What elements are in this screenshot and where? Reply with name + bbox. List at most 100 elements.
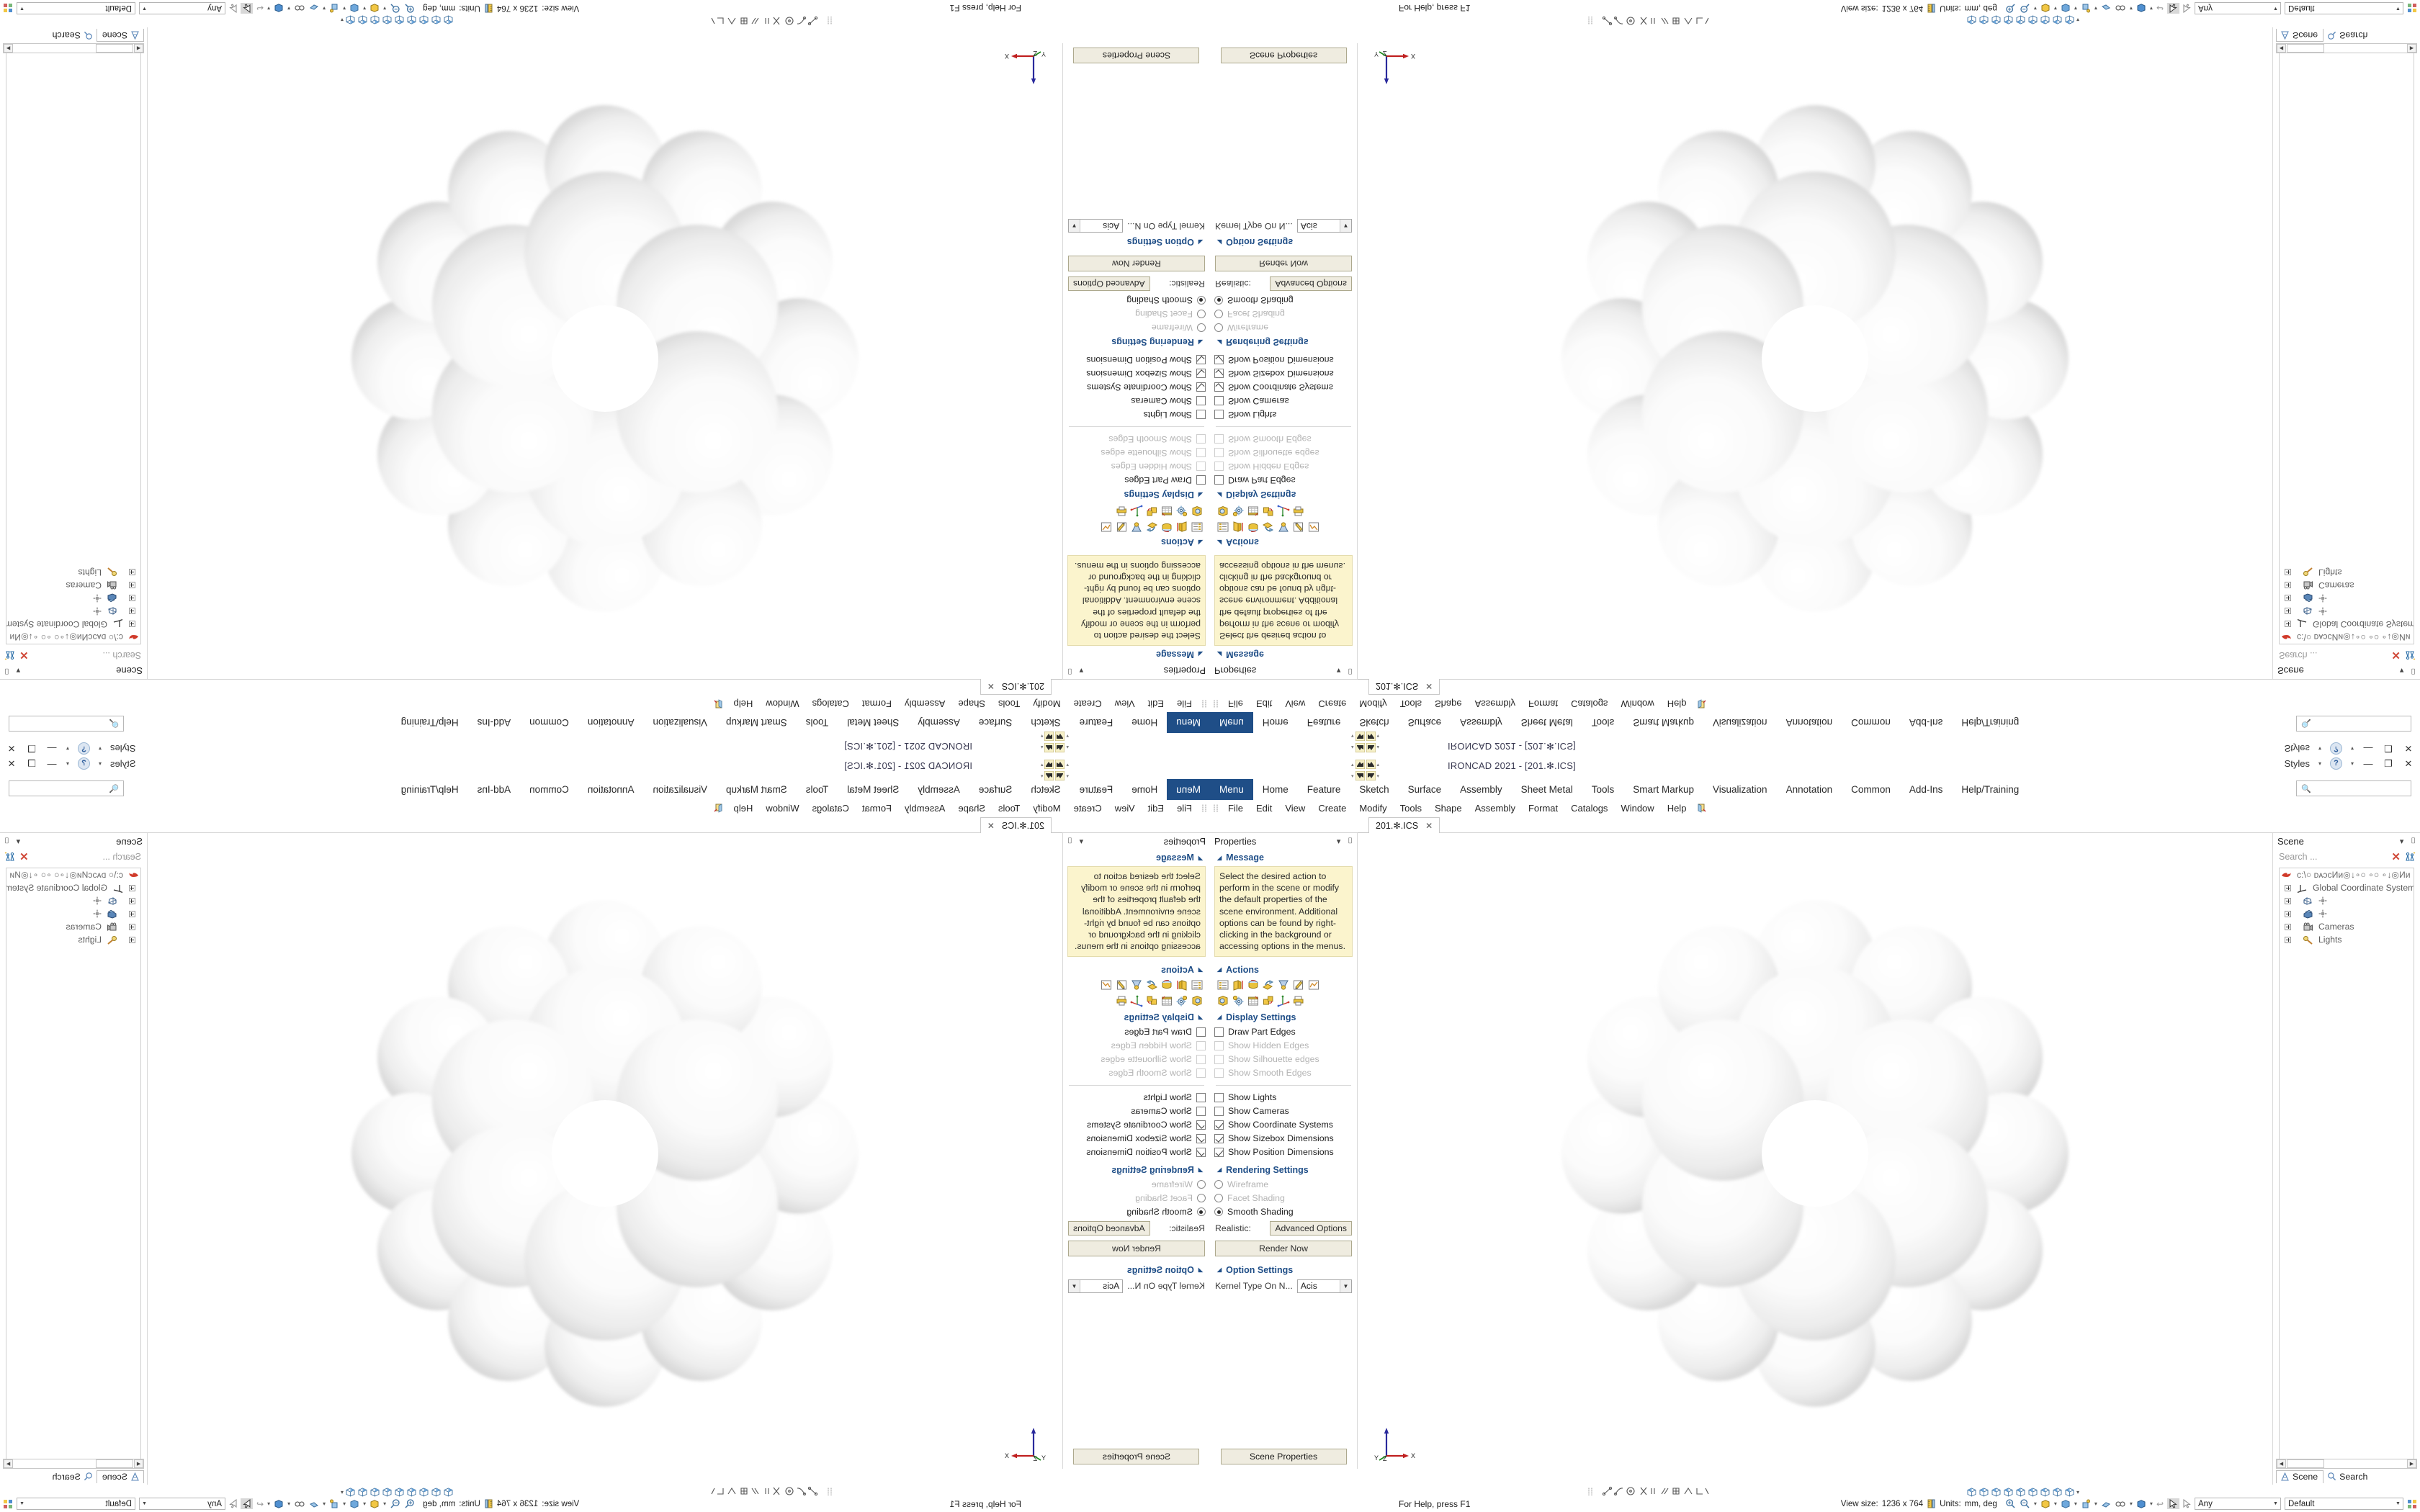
menu-item-modify[interactable]: Modify [1359, 802, 1387, 814]
section-icon[interactable] [309, 4, 319, 14]
view-cube-icon-3[interactable] [418, 14, 429, 25]
ribbon-tab-common[interactable]: Common [529, 717, 569, 728]
checkbox-show-sizebox-dimensions[interactable]: Show Sizebox Dimensions [1063, 366, 1206, 380]
rendering-settings-section-header[interactable]: ◢ Rendering Settings [1063, 1159, 1210, 1177]
scene-tree[interactable]: c:\○ ᴅᴀᴐᴄИи◎↓∘○ ∘○ ∘↓◎Ии Global Coordinat… [6, 868, 141, 1462]
calendar-icon[interactable] [1247, 505, 1260, 518]
shading-blue-icon[interactable] [2061, 4, 2071, 14]
view-cube-icon-6[interactable] [2027, 1487, 2038, 1498]
sketch-edit-icon[interactable] [1115, 978, 1128, 991]
list-action-icon[interactable] [1216, 978, 1229, 991]
menu-item-edit[interactable]: Edit [1147, 802, 1165, 814]
styles-chevron-down-icon[interactable]: ▾ [2318, 760, 2321, 767]
nav-arrow-icon-3[interactable] [1355, 732, 1365, 741]
quick-search-box[interactable]: 🔍 [9, 780, 124, 796]
menu-item-tools[interactable]: Tools [1399, 698, 1422, 710]
scene-properties-button[interactable]: Scene Properties [1220, 48, 1347, 63]
scene-pin-icon[interactable]: ⌷ [2411, 836, 2416, 845]
snap-tool-icons[interactable] [711, 1485, 819, 1497]
scene-search-input[interactable]: Search ... [102, 852, 142, 862]
nav-arrow-icon-4[interactable] [1366, 732, 1376, 741]
close-button[interactable]: ✕ [2404, 743, 2413, 755]
option-settings-section-header[interactable]: ◢ Option Settings [1063, 235, 1210, 253]
ribbon-tab-menu[interactable]: Menu [1210, 779, 1253, 800]
style-select[interactable]: Default ▼ [17, 2, 135, 14]
scroll-left-button[interactable]: ◀ [134, 1459, 143, 1468]
extrude-icon[interactable] [1175, 978, 1188, 991]
expand-icon[interactable] [129, 936, 135, 943]
scene-search-input[interactable]: Search ... [2279, 650, 2318, 660]
scene-config-icon[interactable] [3, 1499, 13, 1509]
menu-item-view[interactable]: View [1285, 802, 1306, 814]
scroll-left-button[interactable]: ◀ [2277, 1459, 2286, 1468]
browser-tab-search[interactable]: Search [48, 29, 97, 42]
checkbox-show-lights[interactable]: Show Lights [1214, 1091, 1357, 1104]
styles-chevron-down-icon[interactable]: ▾ [99, 760, 102, 767]
scroll-left-button[interactable]: ◀ [134, 44, 143, 53]
tree-node[interactable] [2280, 907, 2414, 920]
3d-viewport[interactable]: X Y Z [148, 27, 1062, 679]
view-cube-icon-7[interactable] [369, 14, 380, 25]
browser-tab-scene[interactable]: Scene [96, 29, 144, 42]
selection-filter-select[interactable]: Any ▼ [139, 1498, 225, 1510]
help-icon[interactable]: ? [78, 757, 91, 770]
settings-gear-icon[interactable] [1232, 505, 1245, 518]
document-tab[interactable]: 201.✻.ICS ✕ [980, 679, 1052, 695]
tree-node[interactable] [6, 907, 140, 920]
zoom-dropdown-icon[interactable]: ▾ [2033, 5, 2037, 12]
radio-facet-shading[interactable]: Facet Shading [1214, 1192, 1357, 1205]
radio-wireframe[interactable]: Wireframe [1214, 1178, 1357, 1192]
radio-wireframe[interactable]: Wireframe [1063, 1178, 1206, 1192]
sketch-edit-icon[interactable] [1292, 978, 1305, 991]
print-icon[interactable] [1292, 505, 1305, 518]
advanced-options-button[interactable]: Advanced Options [1068, 1220, 1150, 1236]
view-cube-icon-5[interactable] [2015, 1487, 2026, 1498]
view-cube-icon-2[interactable] [1978, 14, 1989, 25]
settings-gear-icon[interactable] [1175, 505, 1188, 518]
blob-ring-model[interactable] [331, 886, 879, 1433]
ribbon-tab-menu[interactable]: Menu [1210, 712, 1253, 733]
nav-arrow-icon-4[interactable] [1044, 732, 1054, 741]
help-chevron-down-icon[interactable]: ▾ [2350, 760, 2354, 767]
snap-toolbar-handle[interactable] [1586, 15, 1595, 27]
camera-perspective-icon[interactable] [2115, 4, 2126, 14]
print-icon[interactable] [1115, 505, 1128, 518]
ribbon-tab-help-training[interactable]: Help/Training [400, 784, 459, 795]
display-settings-section-header[interactable]: ◢ Display Settings [1210, 487, 1357, 503]
checkbox-show-position-dimensions[interactable]: Show Position Dimensions [1214, 353, 1357, 366]
menu-item-catalogs[interactable]: Catalogs [812, 802, 849, 814]
checkbox-show-cameras[interactable]: Show Cameras [1214, 394, 1357, 408]
nav-arrow-icon-2[interactable] [1366, 743, 1376, 752]
render-now-button[interactable]: Render Now [1068, 1240, 1205, 1256]
3d-viewport[interactable]: X Y Z [1358, 833, 2272, 1485]
assembly-icon[interactable] [1145, 505, 1158, 518]
render-box-icon[interactable] [1216, 505, 1229, 518]
list-action-icon[interactable] [1216, 521, 1229, 534]
checkbox-show-sizebox-dimensions[interactable]: Show Sizebox Dimensions [1214, 366, 1357, 380]
view-cube-icon-3[interactable] [418, 1487, 429, 1498]
section-icon[interactable] [2101, 4, 2111, 14]
help-book-icon[interactable] [713, 699, 723, 709]
undo-arrow-icon[interactable]: ↩ [256, 1498, 264, 1509]
view-cube-icon-9[interactable] [345, 1487, 356, 1498]
checkbox-show-position-dimensions[interactable]: Show Position Dimensions [1063, 353, 1206, 366]
properties-collapse-icon[interactable]: ▾ [1079, 666, 1084, 675]
menu-drag-handle[interactable] [1211, 698, 1220, 710]
checkbox-show-lights[interactable]: Show Lights [1063, 408, 1206, 421]
snap-tool-icons[interactable] [1601, 15, 1709, 27]
filter-people-icon[interactable] [2405, 650, 2416, 660]
camera-dropdown-icon[interactable]: ▾ [2129, 1500, 2133, 1507]
scene-collapse-icon[interactable]: ▾ [2399, 837, 2404, 846]
print-icon[interactable] [1292, 994, 1305, 1007]
select-arrow-icon[interactable] [2167, 1498, 2179, 1509]
ribbon-tab-tools[interactable]: Tools [1591, 784, 1615, 795]
browser-tab-search[interactable]: Search [48, 1470, 97, 1483]
ribbon-tab-surface[interactable]: Surface [978, 717, 1013, 728]
shading-dropdown-icon[interactable]: ▾ [2053, 5, 2057, 12]
tree-node[interactable]: Lights [2280, 933, 2414, 946]
render-now-button[interactable]: Render Now [1215, 1240, 1352, 1256]
view-cube-icon-3[interactable] [1991, 1487, 2002, 1498]
scene-pin-icon[interactable]: ⌷ [4, 836, 9, 845]
checkbox-show-coordinate-systems[interactable]: Show Coordinate Systems [1214, 380, 1357, 394]
view-cube-icon-6[interactable] [382, 14, 393, 25]
